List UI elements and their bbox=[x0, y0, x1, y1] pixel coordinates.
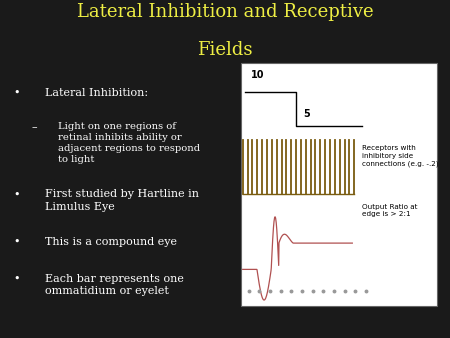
Text: •: • bbox=[14, 237, 20, 247]
Text: Fields: Fields bbox=[197, 41, 253, 58]
Text: This is a compound eye: This is a compound eye bbox=[45, 237, 177, 247]
Text: •: • bbox=[14, 189, 20, 199]
Text: Output Ratio at
edge is > 2:1: Output Ratio at edge is > 2:1 bbox=[362, 204, 418, 217]
Bar bbox=[241, 63, 436, 306]
Text: 10: 10 bbox=[251, 70, 264, 79]
Text: First studied by Hartline in
Limulus Eye: First studied by Hartline in Limulus Eye bbox=[45, 189, 199, 212]
Text: Each bar represents one
ommatidium or eyelet: Each bar represents one ommatidium or ey… bbox=[45, 274, 184, 296]
Text: Lateral Inhibition and Receptive: Lateral Inhibition and Receptive bbox=[76, 3, 373, 21]
Text: •: • bbox=[14, 88, 20, 98]
Text: 5: 5 bbox=[303, 108, 310, 119]
Text: •: • bbox=[14, 274, 20, 284]
Text: Light on one regions of
retinal inhibits ability or
adjacent regions to respond
: Light on one regions of retinal inhibits… bbox=[58, 122, 201, 164]
Text: –: – bbox=[32, 122, 37, 132]
Text: Receptors with
inhibitory side
connections (e.g. -.2): Receptors with inhibitory side connectio… bbox=[362, 145, 439, 167]
Text: Lateral Inhibition:: Lateral Inhibition: bbox=[45, 88, 148, 98]
